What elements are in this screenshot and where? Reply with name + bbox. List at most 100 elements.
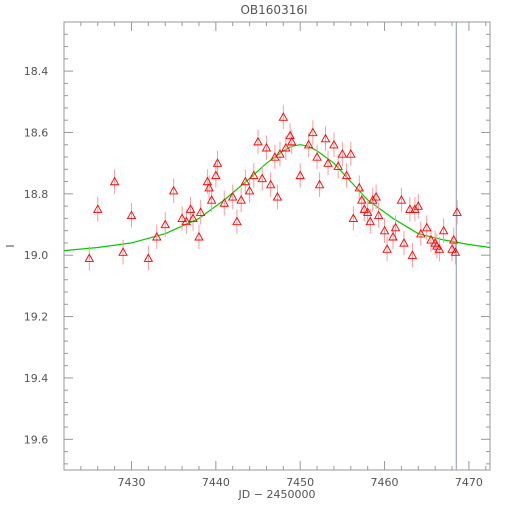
y-tick-labels: 18.4 18.6 18.8 19.0 19.2 19.4 19.6 xyxy=(24,65,49,446)
data-point xyxy=(407,250,418,259)
data-point xyxy=(278,112,289,121)
data-point xyxy=(365,216,375,226)
data-point xyxy=(410,204,420,213)
data-point xyxy=(92,204,103,213)
data-point xyxy=(143,253,154,262)
data-point xyxy=(362,207,373,216)
data-point xyxy=(314,179,325,189)
data-point xyxy=(126,210,137,219)
data-point xyxy=(329,139,339,149)
data-point xyxy=(348,213,359,223)
y-tick-label: 19.2 xyxy=(24,311,49,324)
data-point xyxy=(236,195,246,204)
data-point xyxy=(265,179,276,189)
data-point xyxy=(177,213,187,223)
data-point xyxy=(426,234,436,244)
x-tick-label: 7460 xyxy=(371,476,399,489)
data-point xyxy=(261,142,272,152)
data-point xyxy=(118,247,128,256)
axis-ticks xyxy=(63,21,490,470)
data-point xyxy=(382,244,392,253)
data-point xyxy=(206,195,217,204)
data-point xyxy=(357,195,367,204)
data-point xyxy=(371,191,381,201)
data-point xyxy=(275,149,285,158)
x-tick-label: 7470 xyxy=(455,476,483,489)
y-tick-label: 18.6 xyxy=(24,126,49,139)
data-point xyxy=(333,161,343,170)
data-point xyxy=(270,152,280,161)
data-point xyxy=(308,127,318,137)
data-point xyxy=(253,136,263,146)
data-point xyxy=(286,136,297,146)
plot-frame xyxy=(63,21,491,471)
x-tick-label: 7430 xyxy=(117,476,145,489)
data-point xyxy=(211,170,221,180)
data-point xyxy=(416,228,426,238)
data-point xyxy=(359,204,370,213)
data-point xyxy=(204,182,214,192)
data-point xyxy=(312,152,322,161)
data-point xyxy=(281,142,291,152)
data-point xyxy=(109,176,120,186)
x-axis-title: JD − 2450000 xyxy=(238,488,316,501)
data-point xyxy=(152,231,162,241)
x-tick-label: 7450 xyxy=(286,476,314,489)
data-point xyxy=(341,170,352,180)
data-point xyxy=(399,238,409,247)
data-point xyxy=(168,185,179,195)
data-point xyxy=(219,198,230,207)
y-axis-title: I xyxy=(4,244,17,247)
data-point xyxy=(160,219,170,229)
chart-title: OB160316I xyxy=(240,3,307,17)
data-point xyxy=(388,231,398,241)
data-point xyxy=(227,191,238,201)
data-point xyxy=(448,234,459,244)
model-fit-curve xyxy=(63,144,491,252)
data-point xyxy=(212,158,223,167)
data-point xyxy=(346,149,356,158)
data-point xyxy=(303,139,314,149)
y-tick-label: 19.6 xyxy=(24,433,49,446)
y-tick-label: 18.8 xyxy=(24,188,49,201)
data-point xyxy=(438,225,449,235)
data-point xyxy=(272,191,283,201)
data-point xyxy=(181,216,192,226)
data-point xyxy=(379,225,390,235)
data-point xyxy=(320,133,331,143)
data-point xyxy=(195,207,206,216)
data-point xyxy=(413,201,424,210)
data-point xyxy=(452,207,462,216)
data-point xyxy=(337,149,348,158)
data-point xyxy=(323,158,333,167)
data-point xyxy=(367,195,378,204)
data-point xyxy=(434,244,445,253)
data-point xyxy=(447,244,457,253)
data-point xyxy=(405,204,415,213)
data-point xyxy=(84,253,95,262)
data-points xyxy=(84,112,462,262)
data-point xyxy=(285,130,295,140)
data-point xyxy=(240,176,251,186)
data-point xyxy=(249,170,259,180)
data-point xyxy=(421,222,432,232)
data-point xyxy=(354,182,365,192)
x-tick-labels: 7430 7440 7450 7460 7470 xyxy=(117,476,482,489)
data-point xyxy=(373,210,384,219)
data-point xyxy=(257,173,268,183)
data-point xyxy=(188,213,198,223)
data-point xyxy=(194,231,204,241)
y-tick-label: 19.4 xyxy=(24,372,49,385)
data-point xyxy=(244,185,255,195)
y-tick-label: 19.0 xyxy=(24,249,49,262)
data-point xyxy=(450,247,461,256)
x-tick-label: 7440 xyxy=(202,476,230,489)
data-point xyxy=(396,195,407,204)
y-tick-label: 18.4 xyxy=(24,65,49,78)
data-point xyxy=(202,176,213,186)
data-point xyxy=(232,216,242,226)
data-point xyxy=(295,170,305,180)
data-point xyxy=(390,222,401,232)
data-point xyxy=(185,204,196,213)
